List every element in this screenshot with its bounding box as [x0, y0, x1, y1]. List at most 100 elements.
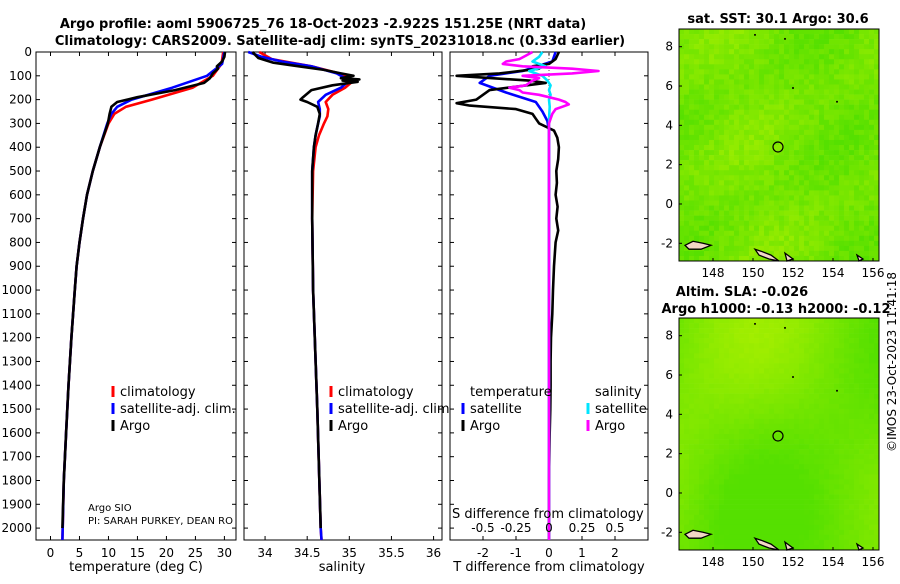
- map-cell: [824, 434, 830, 440]
- map-cell: [819, 175, 825, 181]
- map-y-tick-label: 8: [665, 329, 673, 343]
- map-cell: [869, 363, 875, 369]
- map-cell: [679, 200, 685, 206]
- map-cell: [729, 333, 735, 339]
- map-cell: [844, 79, 850, 85]
- map-cell: [834, 398, 840, 405]
- map-cell: [844, 255, 850, 262]
- legend-label: satellite: [595, 402, 647, 417]
- map-cell: [804, 544, 810, 551]
- map-cell: [764, 499, 770, 505]
- map-cell: [834, 220, 840, 226]
- map-cell: [739, 338, 745, 344]
- map-cell: [704, 235, 710, 242]
- map-cell: [849, 200, 855, 206]
- map-cell: [709, 408, 715, 415]
- map-cell: [784, 403, 790, 410]
- map-cell: [699, 459, 705, 465]
- map-cell: [734, 170, 740, 176]
- map-cell: [769, 464, 775, 470]
- map-cell: [784, 373, 790, 379]
- map-cell: [829, 469, 835, 475]
- map-cell: [749, 54, 755, 60]
- map-cell: [764, 225, 770, 232]
- map-cell: [874, 333, 880, 339]
- map-cell: [739, 200, 745, 206]
- map-cell: [699, 59, 705, 65]
- map-cell: [834, 129, 840, 136]
- map-cell: [714, 190, 720, 196]
- map-cell: [794, 403, 800, 410]
- map-cell: [764, 245, 770, 252]
- map-cell: [799, 534, 805, 541]
- map-cell: [714, 160, 720, 166]
- map-cell: [729, 484, 735, 490]
- map-cell: [744, 175, 750, 181]
- map-cell: [789, 160, 795, 166]
- map-cell: [784, 333, 790, 339]
- map-cell: [814, 220, 820, 226]
- map-cell: [829, 323, 835, 329]
- map-cell: [804, 185, 810, 191]
- map-cell: [759, 353, 765, 359]
- map-cell: [804, 353, 810, 359]
- map-cell: [854, 195, 860, 201]
- map-cell: [754, 114, 760, 121]
- map-cell: [804, 210, 810, 216]
- map-cell: [769, 145, 775, 151]
- map-cell: [859, 469, 865, 475]
- map-cell: [789, 64, 795, 70]
- map-cell: [739, 255, 745, 262]
- map-cell: [729, 514, 735, 521]
- map-cell: [769, 363, 775, 369]
- map-cell: [814, 99, 820, 105]
- map-cell: [709, 413, 715, 420]
- map-cell: [869, 353, 875, 359]
- map-cell: [764, 235, 770, 242]
- map-cell: [854, 44, 860, 50]
- map-cell: [774, 318, 780, 324]
- map-cell: [829, 124, 835, 131]
- map-cell: [849, 195, 855, 201]
- map-cell: [764, 129, 770, 136]
- map-cell: [699, 175, 705, 181]
- map-cell: [774, 170, 780, 176]
- map-cell: [714, 185, 720, 191]
- map-cell: [759, 423, 765, 430]
- map-cell: [749, 124, 755, 131]
- map-cell: [819, 205, 825, 211]
- x-tick-label: 30: [217, 546, 232, 560]
- map-cell: [829, 439, 835, 445]
- map-cell: [844, 499, 850, 505]
- map-cell: [739, 464, 745, 470]
- islet-dot: [784, 326, 786, 329]
- map-cell: [769, 504, 775, 510]
- map-cell: [709, 494, 715, 500]
- map-cell: [709, 368, 715, 374]
- map-cell: [809, 519, 815, 526]
- map-cell: [744, 129, 750, 136]
- map-cell: [724, 114, 730, 121]
- map-cell: [754, 469, 760, 475]
- map-cell: [774, 439, 780, 445]
- map-cell: [794, 210, 800, 216]
- map-cell: [774, 190, 780, 196]
- map-x-tick-label: 156: [862, 266, 885, 280]
- map-cell: [679, 489, 685, 495]
- map-cell: [794, 393, 800, 399]
- map-cell: [849, 509, 855, 515]
- map-cell: [729, 368, 735, 374]
- map-cell: [839, 190, 845, 196]
- map-cell: [874, 124, 880, 131]
- map-cell: [679, 454, 685, 460]
- map-cell: [859, 418, 865, 425]
- map-cell: [694, 494, 700, 500]
- map-cell: [769, 114, 775, 121]
- map-cell: [824, 64, 830, 70]
- map-cell: [684, 205, 690, 211]
- map-cell: [819, 54, 825, 60]
- map-cell: [829, 358, 835, 364]
- map-cell: [799, 544, 805, 551]
- map-cell: [809, 175, 815, 181]
- map-cell: [749, 205, 755, 211]
